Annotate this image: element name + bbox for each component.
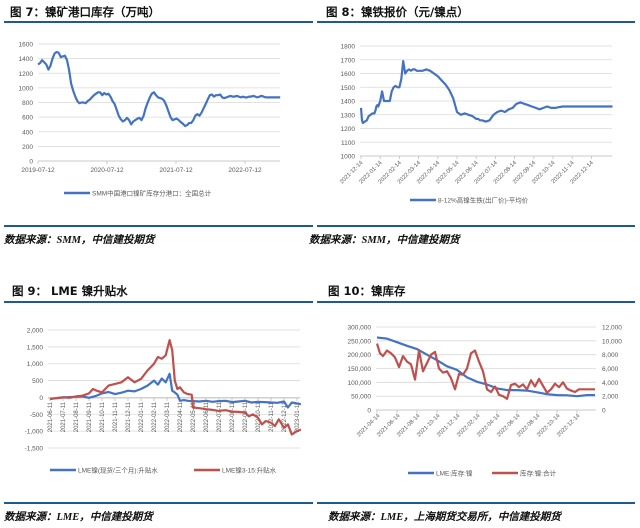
figure-8-source: 数据来源：SMM，中信建投期货 <box>309 235 460 246</box>
x-tick-label: 2022-09-11 <box>243 401 249 432</box>
legend-label: 库存:镍:合计 <box>520 469 557 478</box>
figure-8-title: 图 8：镍铁报价（元/镍点） <box>326 5 469 19</box>
y-tick-label: 1200 <box>341 126 356 133</box>
y-tick-label: 600 <box>22 115 33 122</box>
x-tick-label: 2021-07-11 <box>61 401 67 432</box>
y2-tick-label: 12,000 <box>602 325 622 332</box>
x-tick-label: 2022-02-11 <box>152 401 158 432</box>
figure-7-source-rule <box>4 225 313 227</box>
y-tick-label: 1200 <box>19 71 34 78</box>
x-tick-label: 2021-12-11 <box>126 401 132 432</box>
x-tick-label: 2023-01-11 <box>295 401 301 432</box>
legend-label: 8-12%高镍生铁(出厂价)-平均价 <box>438 196 529 205</box>
x-tick-label: 2022-04-11 <box>178 401 184 432</box>
y-tick-label: 1000 <box>341 154 356 161</box>
x-tick-label: 2021-11-11 <box>113 401 119 431</box>
x-tick-label: 2021-06-11 <box>48 401 54 432</box>
y-tick-label: 1400 <box>341 99 356 106</box>
legend-label: LME镍(现货/三个月):升贴水 <box>78 466 158 475</box>
x-tick-label: 2020-07-12 <box>90 167 124 174</box>
x-tick-label: 2022-11-11 <box>269 401 275 431</box>
x-tick-label: 2021-08-11 <box>74 401 80 432</box>
figure-10-title-rule <box>317 301 635 303</box>
y-tick-label: 200,000 <box>348 352 372 359</box>
series-line <box>375 343 595 401</box>
figure-7-source: 数据来源：SMM，中信建投期货 <box>4 235 155 246</box>
x-tick-label: 2022-05-11 <box>191 401 197 432</box>
y-tick-label: -500 <box>30 412 43 419</box>
y2-tick-label: 2,000 <box>602 394 619 401</box>
y-tick-label: 1,000 <box>27 361 44 368</box>
legend-label: LME镍3-15:升贴水 <box>222 466 277 475</box>
x-tick-label: 2021-07-12 <box>159 167 193 174</box>
y2-tick-label: 6,000 <box>602 366 619 373</box>
y-tick-label: 200 <box>22 144 33 151</box>
figure-7-title-rule <box>4 21 313 23</box>
y-tick-label: -1,000 <box>25 429 44 436</box>
y-tick-label: 0 <box>39 395 43 402</box>
series-line <box>49 339 302 436</box>
y-tick-label: 50,000 <box>351 394 371 401</box>
figure-7-title: 图 7：镍矿港口库存（万吨） <box>10 5 161 19</box>
figure-10-title: 图 10：镍库存 <box>328 284 406 298</box>
x-tick-label: 2022-06-11 <box>204 401 210 432</box>
y2-tick-label: 0 <box>602 408 606 415</box>
y-tick-label: 150,000 <box>348 366 372 373</box>
figure-8-source-rule <box>317 225 635 227</box>
y-tick-label: 250,000 <box>348 338 372 345</box>
x-tick-label: 2022-10-11 <box>256 401 262 432</box>
figure-10-source: 数据来源：LME，上海期货交易所，中信建投期货 <box>328 512 561 523</box>
y2-tick-label: 4,000 <box>602 380 619 387</box>
y-tick-label: 1,500 <box>27 344 44 351</box>
figure-9-chart: -1,500 -1,000 -500 0 500 1,000 1,500 2,000 2021-… <box>25 328 302 475</box>
x-tick-label: 2022-01-11 <box>139 401 145 432</box>
x-tick-label: 2022-08-11 <box>230 401 236 432</box>
x-tick-label: 2021-09-11 <box>87 401 93 432</box>
y-tick-label: 1700 <box>341 57 356 64</box>
y-tick-label: 2,000 <box>27 328 44 335</box>
figure-8-title-rule <box>317 21 635 23</box>
y-tick-label: 1100 <box>341 140 355 147</box>
x-tick-label: 2021-10-11 <box>100 401 106 432</box>
figure-8-chart: 1000110012001300140015001600170018002021… <box>339 44 613 205</box>
legend-label: LME:库存:镍 <box>436 469 473 478</box>
x-tick-label: 2022-07-11 <box>217 401 223 432</box>
series-line <box>37 50 281 128</box>
y-tick-label: 1800 <box>341 44 356 51</box>
y-tick-label: 1300 <box>341 112 356 119</box>
series-line <box>359 59 613 125</box>
x-tick-label: 2022-12-11 <box>282 401 288 432</box>
figure-10-chart: 0 50,000 100,000 150,000 200,000 250,000 300,0… <box>348 325 623 478</box>
figure-9-source: 数据来源：LME，中信建投期货 <box>4 512 153 523</box>
x-tick-label: 2019-07-12 <box>21 167 55 174</box>
y-tick-label: 1500 <box>341 85 356 92</box>
y-tick-label: 400 <box>22 129 33 136</box>
figure-10-source-rule <box>317 502 635 504</box>
y-tick-label: 1600 <box>19 42 34 49</box>
legend-label: SMM中国港口镍矿库存分港口：全国总计 <box>92 189 212 198</box>
x-tick-label: 2022-03-11 <box>165 401 171 432</box>
y2-tick-label: 10,000 <box>602 338 622 345</box>
figure-7-chart: 0 200 400 600 800 1000 1200 1400 1600 2019-07-12 2… <box>19 42 281 198</box>
y-tick-label: 1000 <box>19 85 34 92</box>
y-tick-label: 1600 <box>341 71 356 78</box>
y-tick-label: 300,000 <box>348 325 372 332</box>
figure-9-title-rule <box>4 301 313 303</box>
y-tick-label: -1,500 <box>25 446 44 453</box>
y-tick-label: 500 <box>32 378 43 385</box>
series-line <box>49 372 302 409</box>
y2-tick-label: 8,000 <box>602 352 619 359</box>
figure-9-title: 图 9： LME 镍升贴水 <box>12 284 128 298</box>
y-tick-label: 0 <box>29 159 33 166</box>
y-tick-label: 0 <box>367 408 371 415</box>
y-tick-label: 1400 <box>19 56 34 63</box>
figure-9-source-rule <box>4 502 313 504</box>
y-tick-label: 100,000 <box>348 380 372 387</box>
y-tick-label: 800 <box>22 100 33 107</box>
x-tick-label: 2022-07-12 <box>228 167 262 174</box>
